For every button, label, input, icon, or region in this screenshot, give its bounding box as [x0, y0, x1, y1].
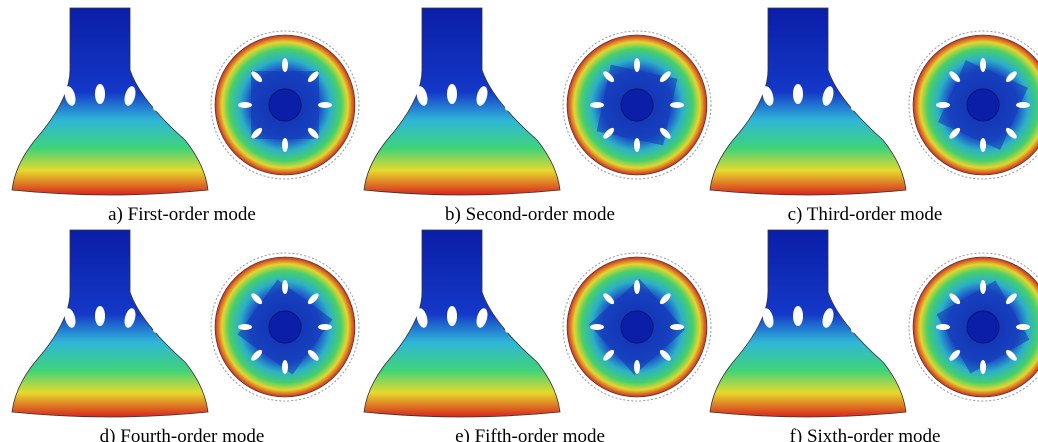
- hole: [318, 324, 332, 330]
- hole: [980, 138, 986, 152]
- hole: [936, 324, 950, 330]
- caption: d) Fourth-order mode: [100, 426, 265, 442]
- hole: [793, 306, 803, 326]
- center-hub: [621, 311, 653, 343]
- mode-panel: [364, 230, 711, 417]
- center-hub: [269, 311, 301, 343]
- hole: [30, 91, 50, 113]
- hole: [670, 324, 684, 330]
- caption: b) Second-order mode: [445, 204, 615, 225]
- panels: a) First-order mode b) Second-order mode c…: [12, 8, 1038, 442]
- hole: [95, 84, 105, 104]
- hole: [980, 58, 986, 72]
- hole: [590, 102, 604, 108]
- hole: [728, 91, 748, 113]
- hole: [447, 306, 457, 326]
- hole: [980, 360, 986, 374]
- caption: f) Sixth-order mode: [790, 426, 941, 442]
- mode-panel: [12, 8, 359, 195]
- caption: a) First-order mode: [108, 204, 256, 225]
- hole: [238, 324, 252, 330]
- center-hub: [621, 89, 653, 121]
- hole: [282, 58, 288, 72]
- center-hub: [967, 311, 999, 343]
- mode-panel: [364, 8, 711, 195]
- hole: [634, 138, 640, 152]
- caption: e) Fifth-order mode: [455, 426, 605, 442]
- center-hub: [269, 89, 301, 121]
- hole: [980, 280, 986, 294]
- hole: [670, 102, 684, 108]
- hole: [318, 102, 332, 108]
- hole: [634, 360, 640, 374]
- hole: [95, 306, 105, 326]
- hole: [282, 280, 288, 294]
- figure: a) First-order mode b) Second-order mode c…: [0, 0, 1038, 442]
- hole: [936, 102, 950, 108]
- hole: [382, 91, 402, 113]
- hole: [282, 138, 288, 152]
- hole: [590, 324, 604, 330]
- hole: [634, 280, 640, 294]
- hole: [634, 58, 640, 72]
- hole: [1016, 102, 1030, 108]
- hole: [793, 84, 803, 104]
- mode-panel: [710, 230, 1038, 417]
- hole: [238, 102, 252, 108]
- mode-panel: [710, 8, 1038, 195]
- caption: c) Third-order mode: [788, 204, 943, 225]
- hole: [282, 360, 288, 374]
- hole: [382, 313, 402, 335]
- hole: [1016, 324, 1030, 330]
- hole: [447, 84, 457, 104]
- hole: [30, 313, 50, 335]
- hole: [728, 313, 748, 335]
- mode-panel: [12, 230, 359, 417]
- center-hub: [967, 89, 999, 121]
